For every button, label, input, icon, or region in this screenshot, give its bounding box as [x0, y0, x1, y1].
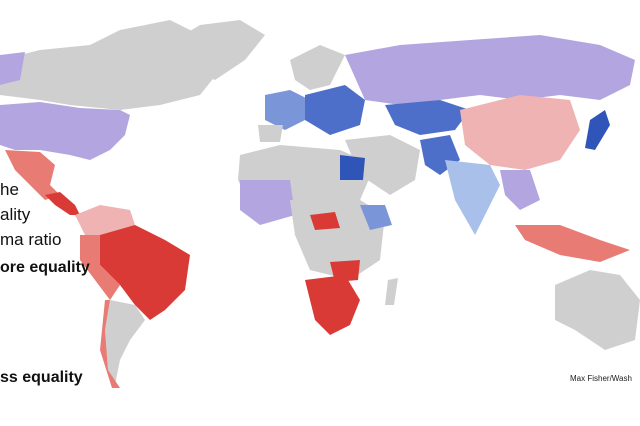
central-america	[45, 192, 80, 215]
egypt	[340, 155, 365, 180]
western-europe	[265, 90, 310, 130]
madagascar	[385, 278, 398, 305]
southern-africa	[305, 275, 360, 335]
brazil	[100, 225, 190, 320]
ethiopia	[360, 205, 392, 230]
usa	[0, 102, 130, 160]
indonesia	[515, 225, 630, 262]
legend-line: ality	[0, 205, 31, 224]
india	[445, 160, 500, 235]
eastern-europe	[305, 85, 365, 135]
scandinavia	[290, 45, 345, 90]
middle-east	[345, 135, 420, 195]
greenland	[175, 20, 265, 80]
legend-line: he	[0, 180, 19, 199]
southeast-asia	[500, 170, 540, 210]
russia	[345, 35, 635, 105]
canada	[0, 20, 220, 110]
car	[310, 212, 340, 230]
chile	[100, 300, 120, 388]
china	[460, 95, 580, 170]
japan	[585, 110, 610, 150]
iberia	[258, 125, 283, 142]
kazakhstan	[385, 100, 470, 135]
west-africa	[240, 180, 295, 225]
mexico	[5, 150, 60, 200]
legend-top-label: ore equality	[0, 259, 90, 276]
zambia	[330, 260, 360, 282]
credit: Max Fisher/Wash	[570, 374, 632, 383]
legend-bottom-label: ss equality	[0, 369, 83, 386]
australia	[555, 270, 640, 350]
alaska	[0, 52, 25, 85]
legend-line: ma ratio	[0, 230, 62, 249]
argentina	[105, 300, 145, 385]
colombia-venezuela	[75, 205, 135, 235]
andes	[80, 235, 120, 300]
